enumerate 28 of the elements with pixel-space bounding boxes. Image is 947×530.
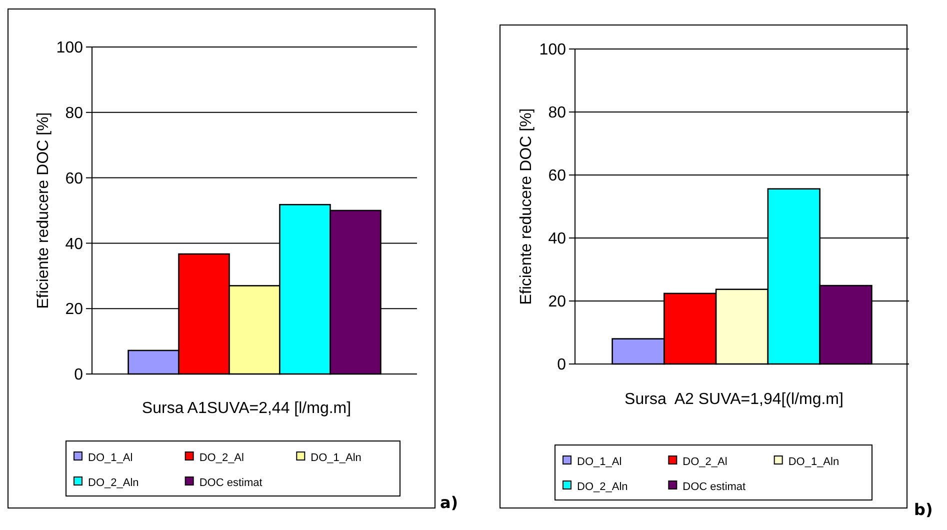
- y-axis-title: Eficiente reducere DOC [%]: [35, 112, 52, 309]
- legend-label: DO_2_Aln: [577, 480, 628, 493]
- y-tick-label: 80: [548, 104, 566, 122]
- x-axis-title: Sursa A1SUVA=2,44 [l/mg.m]: [142, 400, 352, 417]
- x-axis-title: Sursa A2 SUVA=1,94[(l/mg.m]: [624, 391, 844, 408]
- legend-label: DO_2_Al: [199, 452, 244, 464]
- legend-label: DO_2_Aln: [88, 476, 139, 489]
- legend-label: DOC estimat: [199, 476, 262, 489]
- y-tick-label: 60: [65, 170, 84, 188]
- legend-label: DO_2_Al: [682, 456, 728, 468]
- y-tick-label: 80: [65, 105, 84, 122]
- y-tick-label: 100: [56, 40, 84, 57]
- y-tick-label: 0: [557, 356, 566, 374]
- y-axis-title: Eficiente reducere DOC [%]: [518, 108, 535, 305]
- text: a): [440, 493, 458, 512]
- legend-label: DO_1_Aln: [310, 452, 362, 464]
- y-tick-label: 100: [539, 42, 566, 59]
- y-tick-label: 20: [65, 301, 84, 318]
- legend-label: DOC estimat: [682, 480, 746, 493]
- y-tick-label: 0: [74, 366, 84, 384]
- text: b): [914, 500, 933, 519]
- y-tick-label: 20: [548, 294, 566, 311]
- legend-label: DO_1_Al: [577, 456, 622, 468]
- y-tick-label: 40: [548, 230, 566, 248]
- y-tick-label: 40: [65, 236, 84, 253]
- legend-label: DO_1_Al: [88, 452, 133, 464]
- legend-label: DO_1_Aln: [788, 456, 840, 468]
- y-tick-label: 60: [548, 168, 566, 185]
